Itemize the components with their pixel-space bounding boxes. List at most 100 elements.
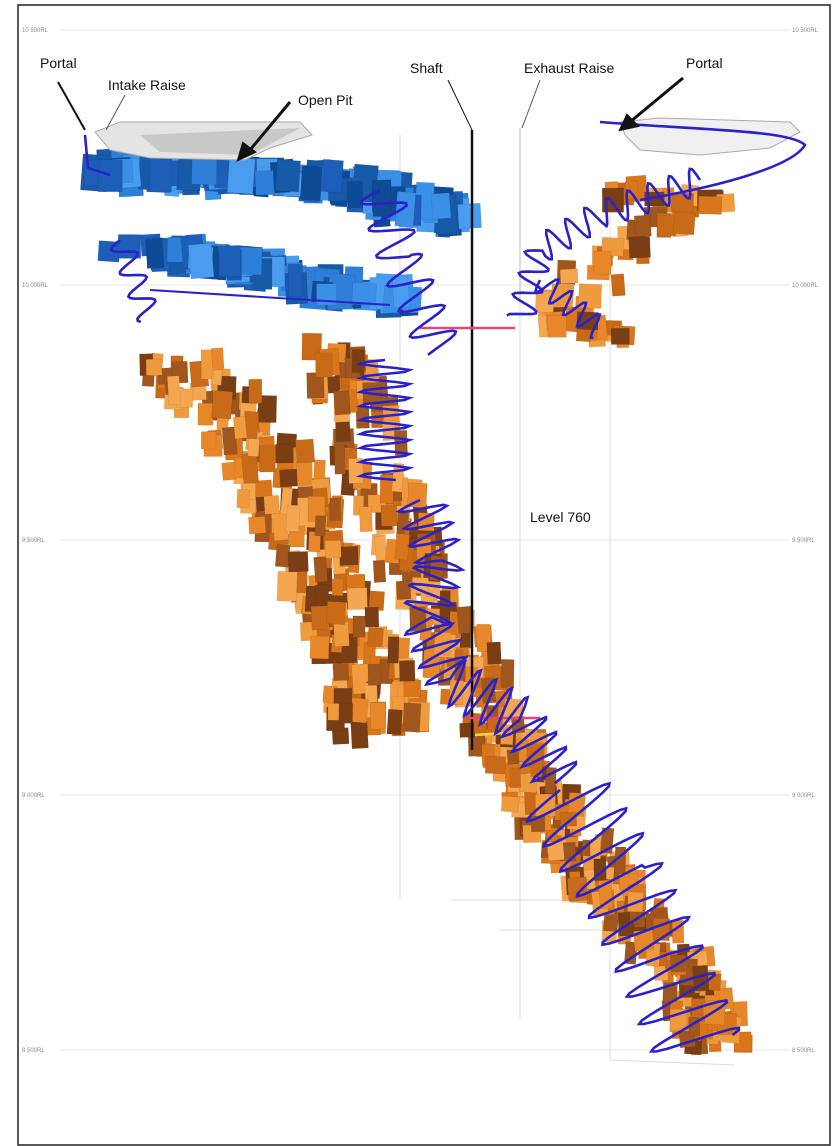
arrows: [57, 76, 684, 162]
grid: 10 500RL 10 500RL 10 000RL 10 000RL 9 500RL 9…: [22, 28, 819, 1054]
decline: [83, 120, 807, 1053]
stope: [145, 358, 163, 376]
stope: [299, 165, 323, 201]
stope: [257, 395, 278, 423]
arrowhead: [236, 141, 257, 162]
stope: [276, 570, 298, 602]
stope: [309, 635, 330, 660]
stope: [374, 535, 388, 562]
stope: [364, 606, 380, 628]
stope: [398, 660, 416, 682]
stope: [226, 157, 256, 195]
stope: [500, 795, 520, 813]
ramp: [599, 120, 807, 202]
elevation-label: 10 500RL: [22, 28, 49, 34]
stope: [187, 243, 215, 280]
stope: [241, 452, 260, 485]
label: Open Pit: [298, 92, 353, 108]
stope: [333, 687, 353, 705]
stope: [500, 659, 515, 689]
stope: [313, 556, 328, 583]
stope: [358, 506, 373, 533]
stope: [287, 551, 309, 573]
label: Level 760: [530, 509, 591, 525]
stope: [306, 372, 325, 399]
ramp: [506, 167, 702, 317]
stope: [403, 679, 422, 698]
level-drive: [474, 731, 506, 737]
stope: [387, 636, 400, 664]
stope: [275, 159, 301, 193]
stope: [221, 426, 238, 456]
ramp: [149, 289, 391, 306]
stope: [484, 755, 506, 775]
stope: [610, 327, 630, 345]
stope: [331, 578, 345, 597]
arrow: [105, 94, 126, 131]
arrow: [521, 79, 541, 129]
stope: [367, 627, 384, 648]
elevation-label: 8 500RL: [22, 1048, 45, 1054]
stope: [547, 314, 567, 338]
elevation-label: 10 000RL: [792, 283, 819, 289]
stope: [287, 263, 304, 297]
stope: [673, 211, 696, 236]
stope: [98, 159, 123, 193]
stope: [566, 876, 589, 902]
stope: [232, 416, 248, 440]
stope: [346, 180, 364, 209]
label: Intake Raise: [108, 77, 186, 93]
elevation-label: 10 000RL: [22, 283, 49, 289]
ramp: [83, 134, 111, 177]
stope: [221, 461, 237, 481]
stope: [624, 180, 639, 200]
arrow: [57, 81, 86, 131]
stope: [197, 402, 214, 426]
ramp: [109, 238, 157, 324]
stope: [295, 438, 316, 464]
stope: [339, 545, 359, 566]
elevation-label: 8 500RL: [792, 1048, 815, 1054]
stope: [559, 811, 578, 827]
stope: [210, 347, 225, 371]
stope: [657, 215, 677, 237]
stope: [145, 237, 165, 269]
stope: [367, 663, 382, 686]
arrowhead: [618, 113, 640, 132]
stope: [329, 497, 341, 521]
ramp: [395, 498, 578, 785]
stope: [369, 701, 387, 730]
stope: [218, 245, 242, 277]
stope: [327, 375, 341, 394]
stope: [559, 268, 579, 285]
stope: [338, 703, 354, 724]
stope: [509, 767, 521, 788]
label: Exhaust Raise: [524, 60, 614, 76]
stope: [167, 375, 181, 406]
stope: [372, 559, 387, 583]
stope: [332, 663, 350, 682]
stope: [402, 702, 422, 733]
stope: [396, 509, 410, 531]
stope: [697, 195, 723, 215]
stope: [320, 158, 344, 193]
stope: [333, 390, 351, 416]
ramp: [525, 781, 741, 1053]
stope: [248, 516, 267, 535]
stope: [601, 187, 624, 213]
stope: [386, 709, 403, 736]
stope: [248, 378, 263, 404]
stope: [459, 722, 475, 738]
stope: [430, 192, 452, 220]
ramp: [533, 278, 602, 340]
stope: [285, 504, 301, 532]
stope: [610, 273, 626, 297]
stope: [352, 615, 366, 638]
stope: [279, 468, 298, 488]
stope: [259, 445, 276, 473]
elevation-label: 9 000RL: [22, 793, 45, 799]
stope: [314, 515, 327, 537]
stope: [394, 533, 410, 561]
stope: [236, 488, 251, 509]
stope: [334, 444, 346, 475]
